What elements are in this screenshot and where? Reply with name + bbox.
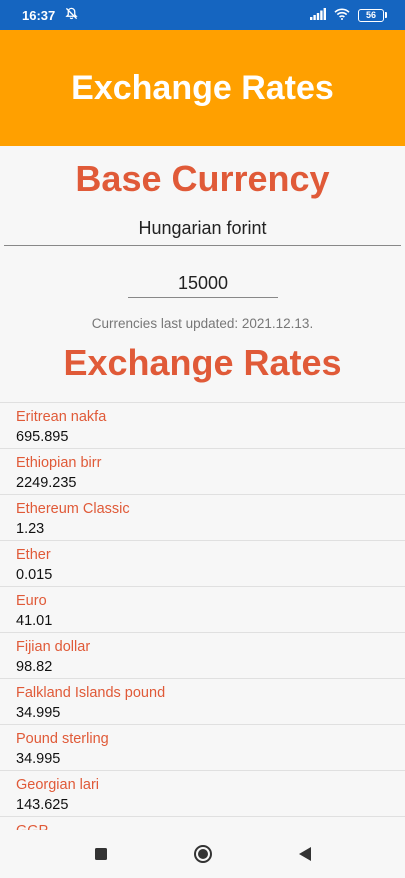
rate-currency-name: Fijian dollar [16, 639, 91, 655]
back-triangle-icon[interactable] [287, 836, 323, 872]
rate-converted-value: 143.625 [16, 797, 69, 813]
rate-currency-name: Ethiopian birr [16, 455, 102, 471]
rate-converted-value: 695.895 [16, 429, 69, 445]
signal-icon [310, 7, 326, 23]
rate-converted-value: 34.995 [16, 751, 61, 767]
rate-converted-value: 0.015 [16, 567, 53, 583]
exchange-rates-title: Exchange Rates [63, 342, 342, 383]
rates-list[interactable]: 728.88 Eritrean nakfa 695.895 Ethiopian bir… [0, 386, 405, 830]
rate-currency-name: Falkland Islands pound [16, 685, 166, 701]
battery-level: 56 [358, 8, 384, 22]
rate-converted-value: 34.995 [16, 705, 61, 721]
base-currency-select[interactable]: Hungarian forint [4, 218, 401, 246]
rate-list-item[interactable]: GGP [0, 817, 405, 830]
rate-list-item[interactable]: 728.88 [0, 386, 405, 403]
rate-list-item[interactable]: Pound sterling 34.995 [0, 725, 405, 771]
battery-icon: 56 [358, 8, 387, 22]
status-left: 16:37 [22, 7, 78, 23]
app-title: Exchange Rates [71, 68, 334, 107]
rate-list-item[interactable]: Ethiopian birr 2249.235 [0, 449, 405, 495]
rate-currency-name: Pound sterling [16, 731, 109, 747]
base-currency-title: Base Currency [75, 158, 330, 199]
rate-currency-name: Ethereum Classic [16, 501, 130, 517]
status-time: 16:37 [22, 7, 56, 23]
rates-list-content: 728.88 Eritrean nakfa 695.895 Ethiopian bir… [0, 386, 405, 830]
rate-list-item[interactable]: Eritrean nakfa 695.895 [0, 403, 405, 449]
rate-currency-name: Ether [16, 547, 51, 563]
rate-converted-value: 98.82 [16, 659, 53, 675]
wifi-icon [334, 8, 350, 23]
last-updated-text: Currencies last updated: 2021.12.13. [91, 316, 314, 331]
app-bar: Exchange Rates [0, 30, 405, 146]
status-right: 56 [310, 7, 387, 23]
status-bar: 16:37 56 [0, 0, 405, 30]
rate-converted-value: 41.01 [16, 613, 53, 629]
navigation-bar [0, 830, 405, 878]
rate-list-item[interactable]: Fijian dollar 98.82 [0, 633, 405, 679]
battery-tip [385, 12, 387, 18]
rate-currency-name: Georgian lari [16, 777, 100, 793]
rate-currency-name: Euro [16, 593, 47, 609]
rate-list-item[interactable]: Ether 0.015 [0, 541, 405, 587]
rate-list-item[interactable]: Ethereum Classic 1.23 [0, 495, 405, 541]
rate-currency-name: Eritrean nakfa [16, 409, 107, 425]
home-circle-icon[interactable] [185, 836, 221, 872]
rate-currency-name: GGP [16, 821, 405, 830]
recents-square-icon[interactable] [83, 836, 119, 872]
rate-converted-value: 2249.235 [16, 475, 77, 491]
rate-list-item[interactable]: Euro 41.01 [0, 587, 405, 633]
rate-list-item[interactable]: Falkland Islands pound 34.995 [0, 679, 405, 725]
rate-converted-value: 1.23 [16, 521, 45, 537]
mute-bell-icon [65, 7, 78, 23]
rate-list-item[interactable]: Georgian lari 143.625 [0, 771, 405, 817]
amount-input[interactable] [128, 270, 278, 298]
